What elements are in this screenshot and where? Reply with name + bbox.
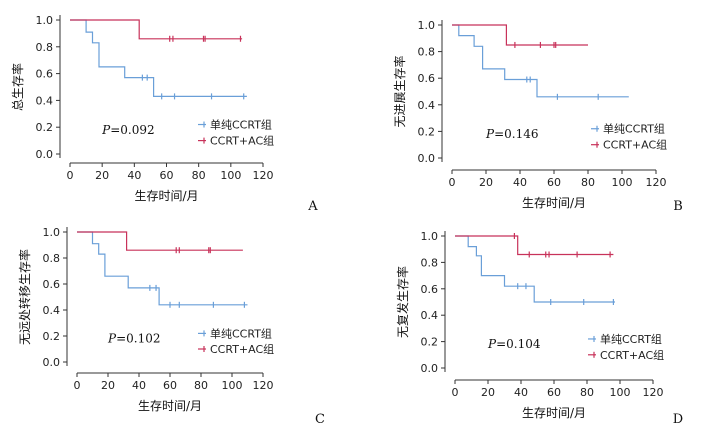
x-tick-label: 20 <box>101 379 115 392</box>
x-tick-label: 0 <box>74 379 81 392</box>
km-panel-d: 0.0 0.2 0.4 0.6 0.8 1.0 0 20 40 60 80 100 120 生存时间/月 无… <box>395 230 683 427</box>
legend-label: CCRT+AC组 <box>600 348 664 362</box>
km-panel-a: 0.0 0.2 0.4 0.6 0.8 1.0 0 20 40 60 80 100 120 生存时间/月 总… <box>10 14 318 214</box>
legend-label: 单纯CCRT组 <box>210 118 272 132</box>
km-curve-series-2 <box>455 235 614 256</box>
y-tick-label: 0.8 <box>43 252 61 265</box>
x-tick-label: 60 <box>163 379 177 392</box>
x-tick-label: 40 <box>127 169 141 182</box>
km-curve-series-2 <box>70 19 243 40</box>
x-tick-label: 80 <box>581 176 595 189</box>
km-curve-series-2 <box>452 24 588 46</box>
x-axis-title: 生存时间/月 <box>522 196 586 210</box>
x-tick-label: 20 <box>479 176 493 189</box>
y-axis-title: 总生存率 <box>10 63 25 111</box>
p-value-text: =0.102 <box>116 332 160 346</box>
km-curve-series-1 <box>70 19 247 97</box>
x-axis-title: 生存时间/月 <box>134 189 198 203</box>
y-tick-label: 0.6 <box>43 278 61 291</box>
legend-label: 单纯CCRT组 <box>210 326 272 340</box>
x-tick-label: 100 <box>610 386 631 399</box>
y-axis-title: 无远处转移生存率 <box>17 249 32 345</box>
x-tick-label: 120 <box>646 176 667 189</box>
p-value-text: =0.146 <box>494 127 538 141</box>
y-tick-label: 1.0 <box>421 230 439 243</box>
x-tick-label: 0 <box>449 176 456 189</box>
y-tick-label: 0.6 <box>418 72 436 85</box>
x-tick-label: 80 <box>192 169 206 182</box>
y-tick-label: 0.8 <box>421 256 439 269</box>
x-tick-label: 0 <box>67 169 74 182</box>
km-curve-series-1 <box>452 24 629 98</box>
legend-label: CCRT+AC组 <box>603 138 667 152</box>
panel-letter: B <box>673 199 683 214</box>
x-tick-label: 40 <box>514 386 528 399</box>
y-tick-label: 0.0 <box>418 152 436 165</box>
y-tick-label: 0.4 <box>418 99 436 112</box>
y-axis-title: 无进展生存率 <box>392 55 407 127</box>
x-tick-label: 120 <box>253 379 274 392</box>
p-value-symbol: P <box>101 123 111 137</box>
p-value-symbol: P <box>487 337 497 351</box>
y-tick-label: 0.0 <box>43 356 61 369</box>
x-tick-label: 120 <box>643 386 664 399</box>
y-tick-label: 1.0 <box>36 14 54 27</box>
x-tick-label: 40 <box>132 379 146 392</box>
x-axis-title: 生存时间/月 <box>138 399 202 413</box>
p-value-label: P=0.102 <box>107 332 161 346</box>
x-tick-label: 120 <box>253 169 274 182</box>
y-tick-label: 0.6 <box>421 283 439 296</box>
p-value-text: =0.104 <box>496 337 541 351</box>
x-tick-label: 20 <box>481 386 495 399</box>
legend-label: CCRT+AC组 <box>210 342 274 356</box>
y-tick-label: 0.6 <box>36 68 54 81</box>
km-curve-series-2 <box>77 231 243 251</box>
y-tick-label: 0.0 <box>36 148 54 161</box>
p-value-label: P=0.146 <box>485 127 539 141</box>
y-tick-label: 0.2 <box>36 121 54 134</box>
y-tick-label: 0.8 <box>418 46 436 59</box>
legend-label: CCRT+AC组 <box>210 134 274 148</box>
km-curve-series-1 <box>77 231 248 306</box>
y-tick-label: 0.8 <box>36 41 54 54</box>
km-panel-b: 0.0 0.2 0.4 0.6 0.8 1.0 0 20 40 60 80 100 120 生存时间/月 无… <box>392 19 683 214</box>
y-tick-label: 0.4 <box>43 304 61 317</box>
y-tick-label: 0.4 <box>36 94 54 107</box>
y-tick-label: 0.4 <box>421 309 439 322</box>
p-value-label: P=0.104 <box>487 337 541 351</box>
p-value-label: P=0.092 <box>101 123 154 137</box>
panel-letter: C <box>315 412 325 427</box>
x-tick-label: 0 <box>452 386 459 399</box>
p-value-text: =0.092 <box>110 123 154 137</box>
y-tick-label: 0.2 <box>421 336 439 349</box>
x-tick-label: 100 <box>220 169 241 182</box>
km-curve-series-1 <box>455 235 615 303</box>
x-tick-label: 100 <box>222 379 243 392</box>
x-axis-title: 生存时间/月 <box>522 406 586 420</box>
p-value-symbol: P <box>485 127 495 141</box>
km-panel-c: 0.0 0.2 0.4 0.6 0.8 1.0 0 20 40 60 80 100 120 生存时间/月 无… <box>17 226 325 427</box>
x-tick-label: 100 <box>612 176 633 189</box>
y-axis-title: 无复发生存率 <box>395 266 410 338</box>
panel-letter: D <box>673 412 683 427</box>
y-tick-label: 0.2 <box>418 125 436 138</box>
y-tick-label: 0.0 <box>421 362 439 375</box>
x-tick-label: 40 <box>513 176 527 189</box>
panel-letter: A <box>307 199 318 214</box>
y-tick-label: 1.0 <box>43 226 61 239</box>
x-tick-label: 60 <box>547 176 561 189</box>
x-tick-label: 60 <box>160 169 174 182</box>
x-tick-label: 20 <box>95 169 109 182</box>
x-tick-label: 80 <box>580 386 594 399</box>
y-tick-label: 1.0 <box>418 19 436 32</box>
legend-label: 单纯CCRT组 <box>600 332 662 346</box>
legend-label: 单纯CCRT组 <box>603 122 665 136</box>
y-tick-label: 0.2 <box>43 330 61 343</box>
p-value-symbol: P <box>107 332 117 346</box>
x-tick-label: 60 <box>547 386 561 399</box>
x-tick-label: 80 <box>194 379 208 392</box>
